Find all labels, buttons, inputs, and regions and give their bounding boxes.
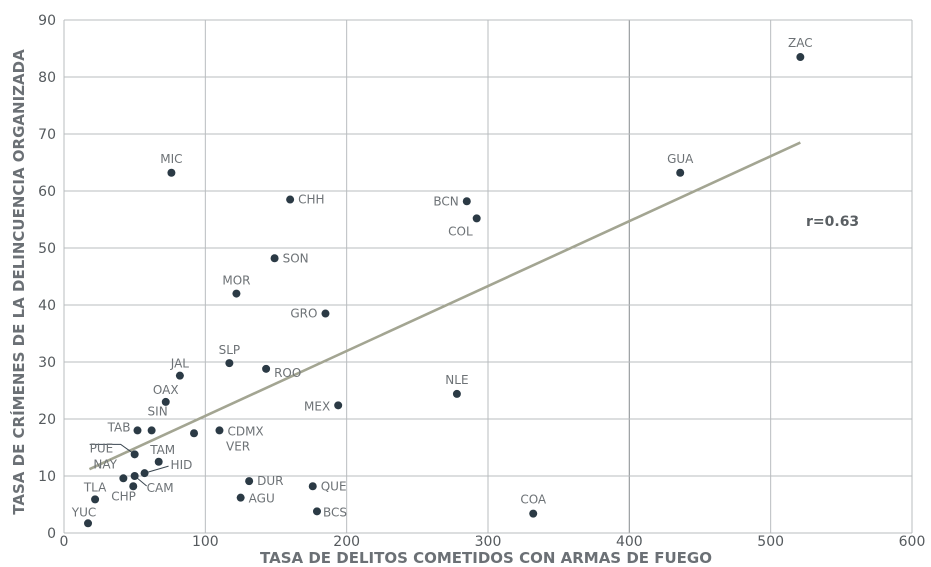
- point-label-jal: JAL: [170, 357, 190, 371]
- y-tick-label: 60: [38, 184, 56, 200]
- point-label-mic: MIC: [160, 152, 182, 166]
- data-point-nay: [119, 474, 128, 483]
- tick-labels: 0 100 200 300 400 500 600 0 10 20 30 40 50 60 70 80 90: [38, 13, 925, 550]
- data-point-chp: [129, 482, 138, 491]
- point-label-zac: ZAC: [788, 36, 813, 50]
- point-label-slp: SLP: [219, 343, 241, 357]
- y-tick-label: 90: [38, 13, 56, 29]
- data-point-bcn: [462, 197, 471, 206]
- data-point-zac: [796, 53, 805, 62]
- point-label-son: SON: [283, 251, 309, 265]
- point-label-que: QUE: [321, 479, 347, 493]
- data-point-sin: [147, 426, 156, 435]
- point-label-gro: GRO: [290, 307, 317, 321]
- point-label-dur: DUR: [257, 474, 283, 488]
- point-label-chp: CHP: [111, 489, 136, 503]
- data-point-cdmx: [215, 426, 224, 435]
- y-tick-label: 10: [38, 469, 56, 485]
- point-label-col: COL: [448, 224, 473, 238]
- data-point-mor: [232, 289, 241, 298]
- y-tick-label: 30: [38, 355, 56, 371]
- data-point-tla: [91, 495, 100, 504]
- point-label-nle: NLE: [445, 373, 468, 387]
- data-point-hid: [140, 469, 149, 478]
- leader-line-hid: [144, 465, 169, 474]
- point-label-bcs: BCS: [323, 505, 347, 519]
- x-tick-label: 600: [899, 534, 926, 550]
- data-point-tab: [133, 426, 142, 435]
- y-tick-label: 40: [38, 298, 56, 314]
- y-tick-label: 70: [38, 127, 56, 143]
- data-point-ver: [190, 429, 199, 438]
- grid: [63, 19, 913, 534]
- data-point-col: [472, 214, 481, 223]
- data-point-que: [308, 482, 317, 491]
- data-point-gro: [321, 309, 330, 318]
- point-label-cdmx: CDMX: [227, 424, 263, 438]
- point-label-tam: TAM: [149, 443, 175, 457]
- point-label-mex: MEX: [304, 399, 330, 413]
- data-point-yuc: [84, 519, 93, 528]
- point-label-ver: VER: [226, 439, 250, 453]
- data-point-slp: [225, 359, 234, 368]
- data-point-cam: [130, 472, 139, 480]
- point-label-chh: CHH: [298, 193, 324, 207]
- point-label-agu: AGU: [249, 492, 275, 506]
- point-label-tla: TLA: [83, 480, 107, 494]
- data-point-tam: [154, 457, 163, 466]
- point-labels: ZAC GUA MIC BCN CHH COL SON MOR GRO SLP ROO JAL NLE O…: [71, 36, 813, 519]
- point-label-hid: HID: [171, 458, 193, 472]
- x-tick-label: 100: [192, 534, 219, 550]
- y-tick-label: 80: [38, 70, 56, 86]
- data-point-gua: [676, 168, 685, 177]
- x-tick-label: 500: [757, 534, 784, 550]
- y-tick-label: 50: [38, 241, 56, 257]
- x-tick-label: 200: [333, 534, 360, 550]
- leader-line-pue: [89, 443, 135, 455]
- data-point-agu: [236, 493, 245, 502]
- data-point-son: [270, 254, 279, 263]
- point-label-bcn: BCN: [433, 194, 458, 208]
- data-point-roo: [262, 364, 271, 373]
- trendline: [88, 141, 801, 471]
- data-point-pue: [130, 450, 139, 459]
- x-axis-title: TASA DE DELITOS COMETIDOS CON ARMAS DE F…: [260, 549, 712, 567]
- point-label-tab: TAB: [107, 420, 131, 434]
- data-points: [84, 53, 805, 528]
- point-label-mor: MOR: [222, 274, 250, 288]
- data-point-bcs: [312, 507, 321, 516]
- point-label-nay: NAY: [93, 457, 117, 471]
- data-point-mex: [334, 401, 343, 410]
- data-point-dur: [245, 477, 254, 486]
- data-point-jal: [175, 371, 184, 380]
- point-label-coa: COA: [520, 493, 547, 507]
- y-tick-label: 0: [47, 526, 56, 542]
- point-label-roo: ROO: [274, 366, 301, 380]
- data-point-nle: [452, 389, 461, 398]
- point-label-gua: GUA: [667, 152, 694, 166]
- data-point-mic: [167, 168, 176, 177]
- trendline-line: [88, 141, 801, 471]
- y-tick-label: 20: [38, 412, 56, 428]
- point-label-pue: PUE: [90, 441, 114, 455]
- point-label-oax: OAX: [153, 383, 179, 397]
- x-tick-label: 400: [616, 534, 643, 550]
- x-tick-label: 300: [475, 534, 502, 550]
- point-label-cam: CAM: [147, 481, 174, 495]
- data-point-chh: [286, 195, 295, 204]
- data-point-coa: [529, 509, 538, 518]
- data-point-oax: [161, 397, 170, 406]
- y-axis-title: TASA DE CRÍMENES DE LA DELINCUENCIA ORGA…: [9, 49, 28, 515]
- point-label-yuc: YUC: [71, 505, 97, 519]
- x-tick-label: 0: [60, 534, 69, 550]
- correlation-annotation: r=0.63: [806, 214, 859, 230]
- point-label-sin: SIN: [148, 404, 168, 418]
